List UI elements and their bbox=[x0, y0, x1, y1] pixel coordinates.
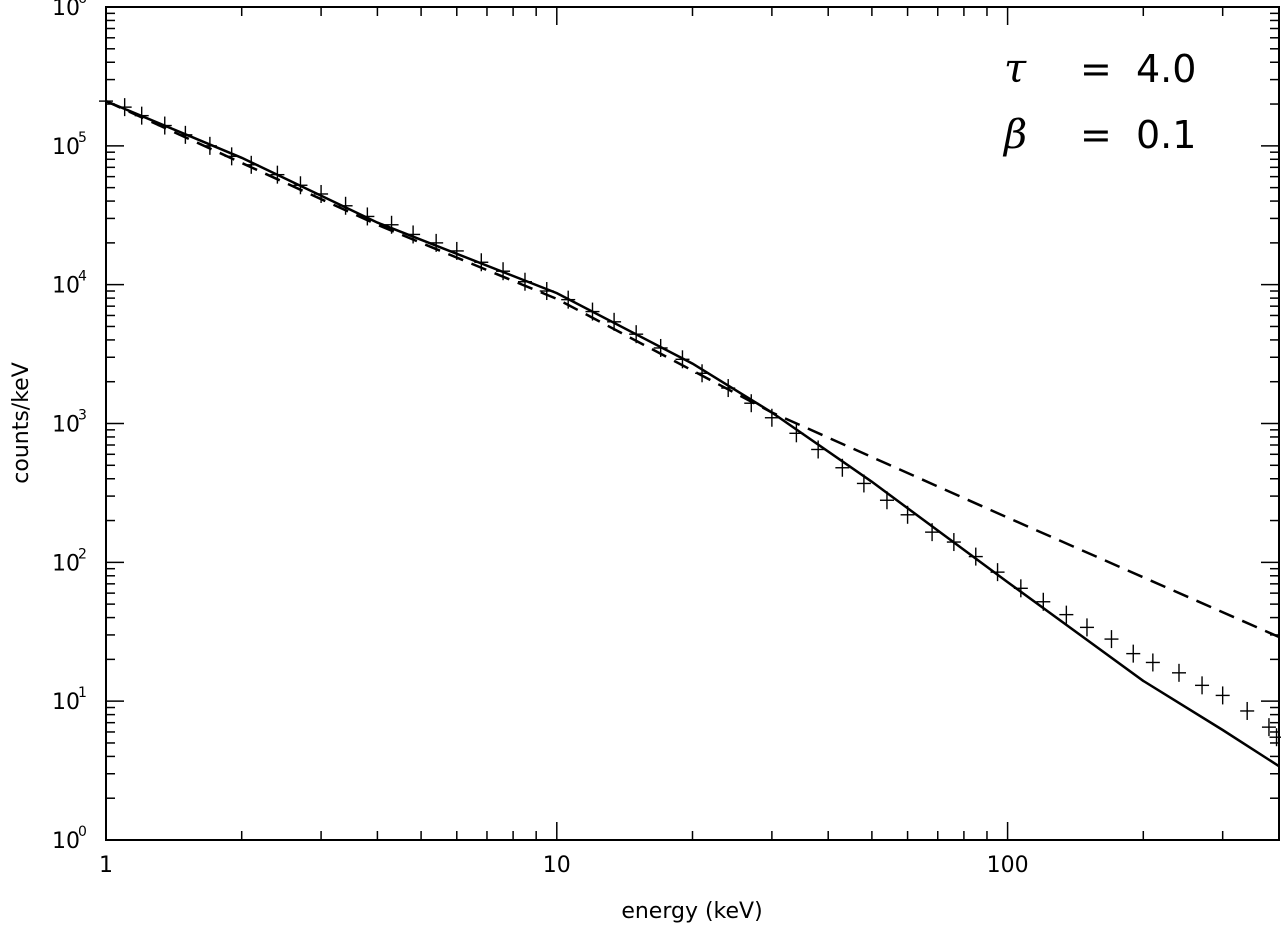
data-point bbox=[1195, 676, 1210, 695]
y-tick-exponent: 1 bbox=[78, 685, 87, 701]
x-tick-label: 1 bbox=[99, 853, 113, 878]
y-tick-base: 10 bbox=[52, 135, 80, 160]
y-tick-base: 10 bbox=[52, 690, 80, 715]
x-axis-title: energy (keV) bbox=[621, 899, 762, 924]
y-tick-base: 10 bbox=[52, 829, 80, 854]
data-point bbox=[1171, 663, 1186, 682]
y-tick-exponent: 0 bbox=[78, 824, 87, 840]
y-tick-exponent: 2 bbox=[78, 546, 87, 562]
dashed-model-line bbox=[105, 99, 1280, 639]
y-tick-label: 103 bbox=[52, 408, 87, 438]
y-tick-base: 10 bbox=[52, 413, 80, 438]
data-point bbox=[1079, 618, 1094, 637]
y-tick-label: 100 bbox=[52, 824, 87, 854]
annotation-beta: β = 0.1 bbox=[1002, 112, 1196, 158]
tau-value: = 4.0 bbox=[1080, 47, 1196, 91]
beta-symbol: β bbox=[1002, 112, 1027, 158]
axis-ticks bbox=[105, 6, 1280, 841]
y-tick-base: 10 bbox=[52, 274, 80, 299]
data-point bbox=[1126, 644, 1141, 663]
y-tick-label: 104 bbox=[52, 269, 87, 299]
y-tick-label: 101 bbox=[52, 685, 87, 715]
y-tick-label: 105 bbox=[52, 130, 87, 160]
tick-labels: 110100100101102103104105106 bbox=[52, 0, 1029, 878]
y-tick-label: 102 bbox=[52, 546, 87, 576]
data-point bbox=[1261, 718, 1276, 737]
annotation-tau: τ = 4.0 bbox=[1004, 46, 1196, 92]
data-point bbox=[1104, 630, 1119, 649]
data-marks bbox=[99, 92, 1281, 768]
y-tick-exponent: 5 bbox=[78, 130, 87, 146]
data-point bbox=[1240, 701, 1255, 720]
tau-symbol: τ bbox=[1004, 46, 1027, 92]
solid-model-line bbox=[105, 99, 1280, 768]
data-point bbox=[1215, 686, 1230, 705]
x-tick-label: 100 bbox=[987, 853, 1029, 878]
data-point bbox=[1145, 653, 1160, 672]
y-tick-exponent: 3 bbox=[78, 408, 87, 424]
y-tick-label: 106 bbox=[52, 0, 87, 21]
y-tick-base: 10 bbox=[52, 551, 80, 576]
y-tick-exponent: 6 bbox=[78, 0, 87, 7]
beta-value: = 0.1 bbox=[1080, 113, 1196, 157]
x-tick-label: 10 bbox=[543, 853, 571, 878]
data-point-markers bbox=[99, 92, 1281, 747]
y-axis-title: counts/keV bbox=[9, 362, 34, 483]
data-point bbox=[1059, 605, 1074, 624]
y-tick-base: 10 bbox=[52, 0, 80, 21]
y-tick-exponent: 4 bbox=[78, 269, 87, 285]
